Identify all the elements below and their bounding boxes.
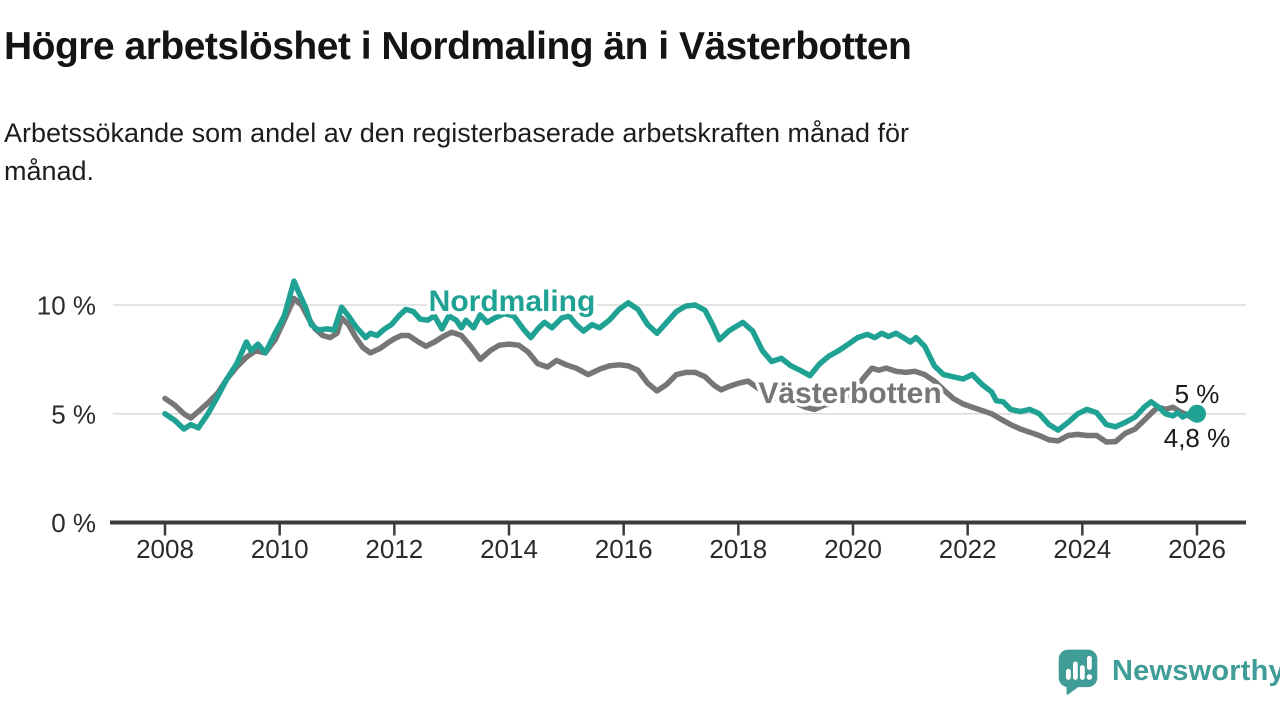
nordmaling-line xyxy=(162,278,1200,433)
x-tick-label: 2026 xyxy=(1168,534,1226,564)
x-tick-label: 2008 xyxy=(136,534,194,564)
subtitle-line-1: Arbetssökande som andel av den registerb… xyxy=(4,118,910,148)
y-tick-label: 10 % xyxy=(37,291,96,321)
x-tick-label: 2012 xyxy=(365,534,423,564)
x-tick-label: 2024 xyxy=(1053,534,1111,564)
vasterbotten-end-value-label: 4,8 % xyxy=(1164,423,1231,453)
nordmaling-end-dot xyxy=(1187,404,1206,423)
vasterbotten-line xyxy=(162,295,1200,445)
x-tick-label: 2020 xyxy=(824,534,882,564)
newsworthy-logo-icon xyxy=(1058,649,1098,695)
y-tick-label: 5 % xyxy=(51,399,96,429)
subtitle-line-2: månad. xyxy=(4,156,95,186)
x-axis: 0 % 5 % 10 % 2008 2010 2012 2014 2016 2018 2020 20… xyxy=(37,291,1246,564)
x-tick-label: 2018 xyxy=(709,534,767,564)
x-tick-label: 2010 xyxy=(251,534,309,564)
chart-subtitle: Arbetssökande som andel av den registerb… xyxy=(4,114,909,190)
nordmaling-series-label: Nordmaling xyxy=(429,285,596,318)
nordmaling-end-value-label: 5 % xyxy=(1175,379,1220,409)
newsworthy-logo: Newsworthy xyxy=(1056,648,1280,696)
page-title: Högre arbetslöshet i Nordmaling än i Väs… xyxy=(4,25,912,68)
vasterbotten-series-label: Västerbotten xyxy=(758,377,941,410)
y-tick-label: 0 % xyxy=(51,508,96,538)
x-tick-label: 2014 xyxy=(480,534,538,564)
series-lines xyxy=(162,278,1200,445)
x-tick-label: 2016 xyxy=(595,534,653,564)
x-tick-label: 2022 xyxy=(939,534,997,564)
newsworthy-wordmark: Newsworthy xyxy=(1112,655,1280,687)
